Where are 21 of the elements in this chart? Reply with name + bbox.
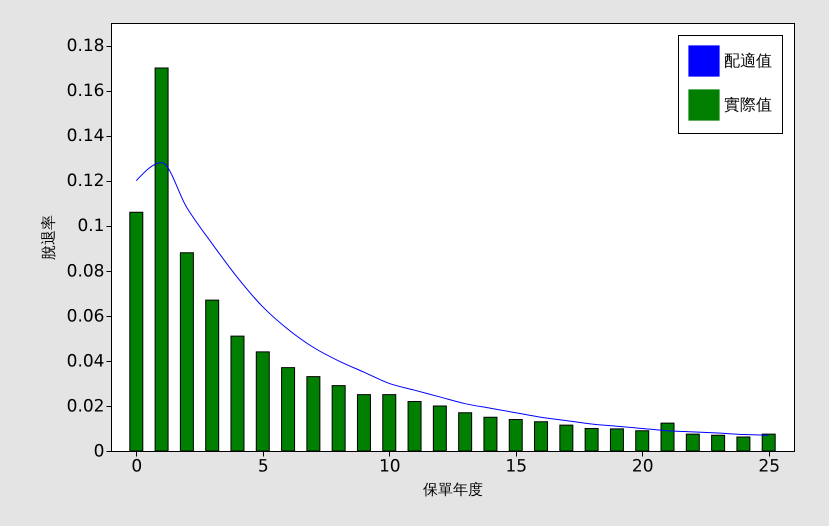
x-tick-label: 10 <box>378 456 401 476</box>
y-tick-label: 0.18 <box>66 36 104 56</box>
y-tick-label: 0.02 <box>66 396 104 416</box>
y-tick-label: 0.14 <box>66 126 104 146</box>
x-axis-title: 保單年度 <box>423 480 483 498</box>
y-tick-label: 0.06 <box>66 306 104 326</box>
x-tick-label: 15 <box>505 456 528 476</box>
x-tick-label: 20 <box>632 456 654 476</box>
x-tick-label: 25 <box>758 456 780 476</box>
x-tick-label: 0 <box>131 456 142 476</box>
y-tick-label: 0.12 <box>66 171 104 192</box>
y-tick-label: 0.16 <box>66 81 104 102</box>
line-series <box>136 162 770 436</box>
y-tick-label: 0.1 <box>77 216 104 236</box>
legend-label: 配適值 <box>724 51 772 70</box>
y-tick-label: 0.08 <box>66 261 104 282</box>
x-tick-label: 5 <box>258 456 269 476</box>
y-tick-label: 0.04 <box>66 351 104 372</box>
legend-label: 實際值 <box>724 95 772 114</box>
y-tick-label: 0 <box>94 442 104 462</box>
y-axis-title: 脫退率 <box>40 215 58 260</box>
